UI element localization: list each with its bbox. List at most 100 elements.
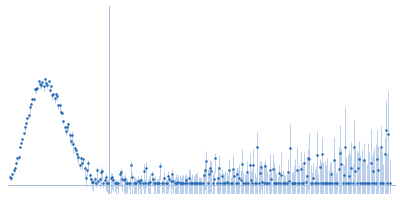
Point bbox=[166, 178, 173, 181]
Point bbox=[44, 83, 50, 86]
Point bbox=[66, 133, 73, 136]
Point bbox=[231, 174, 238, 177]
Point bbox=[347, 181, 354, 184]
Point bbox=[148, 173, 155, 176]
Point bbox=[179, 181, 185, 184]
Point bbox=[238, 178, 244, 181]
Point bbox=[124, 181, 130, 184]
Point bbox=[96, 178, 103, 181]
Point bbox=[346, 175, 352, 178]
Point bbox=[78, 157, 84, 160]
Point bbox=[281, 181, 287, 184]
Point bbox=[109, 175, 115, 178]
Point bbox=[273, 181, 280, 184]
Point bbox=[25, 114, 32, 117]
Point bbox=[134, 180, 141, 183]
Point bbox=[248, 178, 254, 181]
Point bbox=[267, 168, 273, 171]
Point bbox=[199, 181, 206, 184]
Point bbox=[141, 170, 147, 173]
Point bbox=[308, 181, 314, 184]
Point bbox=[100, 181, 106, 184]
Point bbox=[22, 125, 28, 129]
Point bbox=[123, 181, 129, 184]
Point bbox=[93, 181, 99, 184]
Point bbox=[182, 181, 188, 184]
Point bbox=[322, 181, 328, 184]
Point bbox=[183, 178, 189, 182]
Point bbox=[158, 181, 165, 184]
Point bbox=[243, 181, 249, 184]
Point bbox=[49, 94, 56, 97]
Point bbox=[305, 157, 311, 160]
Point bbox=[155, 181, 161, 184]
Point bbox=[185, 177, 192, 180]
Point bbox=[126, 181, 132, 184]
Point bbox=[337, 151, 343, 155]
Point bbox=[229, 181, 235, 184]
Point bbox=[304, 174, 310, 177]
Point bbox=[212, 156, 218, 159]
Point bbox=[339, 181, 346, 184]
Point bbox=[342, 145, 348, 148]
Point bbox=[180, 181, 187, 184]
Point bbox=[286, 179, 292, 182]
Point bbox=[110, 179, 116, 182]
Point bbox=[140, 181, 146, 184]
Point bbox=[324, 181, 330, 184]
Point bbox=[10, 169, 17, 172]
Point bbox=[99, 170, 105, 173]
Point bbox=[241, 181, 248, 184]
Point bbox=[314, 153, 320, 157]
Point bbox=[365, 181, 371, 184]
Point bbox=[254, 146, 260, 149]
Point bbox=[360, 181, 366, 184]
Point bbox=[114, 181, 120, 184]
Point bbox=[222, 181, 229, 184]
Point bbox=[156, 181, 162, 184]
Point bbox=[272, 181, 278, 184]
Point bbox=[348, 166, 355, 169]
Point bbox=[144, 181, 151, 184]
Point bbox=[328, 172, 334, 175]
Point bbox=[353, 181, 360, 184]
Point bbox=[381, 153, 388, 156]
Point bbox=[280, 181, 286, 184]
Point bbox=[62, 126, 68, 129]
Point bbox=[20, 132, 27, 135]
Point bbox=[72, 146, 78, 149]
Point bbox=[262, 164, 268, 167]
Point bbox=[56, 103, 63, 107]
Point bbox=[136, 179, 142, 183]
Point bbox=[113, 181, 119, 184]
Point bbox=[318, 181, 324, 184]
Point bbox=[27, 106, 33, 109]
Point bbox=[197, 181, 203, 184]
Point bbox=[74, 152, 80, 156]
Point bbox=[343, 181, 350, 184]
Point bbox=[129, 175, 136, 179]
Point bbox=[178, 181, 184, 184]
Point bbox=[127, 181, 133, 184]
Point bbox=[325, 181, 332, 184]
Point bbox=[258, 166, 264, 169]
Point bbox=[352, 170, 358, 173]
Point bbox=[48, 85, 54, 88]
Point bbox=[351, 146, 357, 149]
Point bbox=[276, 171, 282, 174]
Point bbox=[198, 181, 204, 184]
Point bbox=[329, 181, 336, 184]
Point bbox=[105, 181, 112, 184]
Point bbox=[130, 181, 137, 184]
Point bbox=[235, 181, 241, 184]
Point bbox=[370, 170, 376, 173]
Point bbox=[283, 181, 290, 184]
Point bbox=[310, 176, 316, 180]
Point bbox=[68, 139, 74, 142]
Point bbox=[375, 169, 382, 172]
Point bbox=[33, 88, 39, 91]
Point bbox=[119, 177, 126, 180]
Point bbox=[28, 102, 34, 105]
Point bbox=[161, 176, 168, 179]
Point bbox=[192, 181, 198, 184]
